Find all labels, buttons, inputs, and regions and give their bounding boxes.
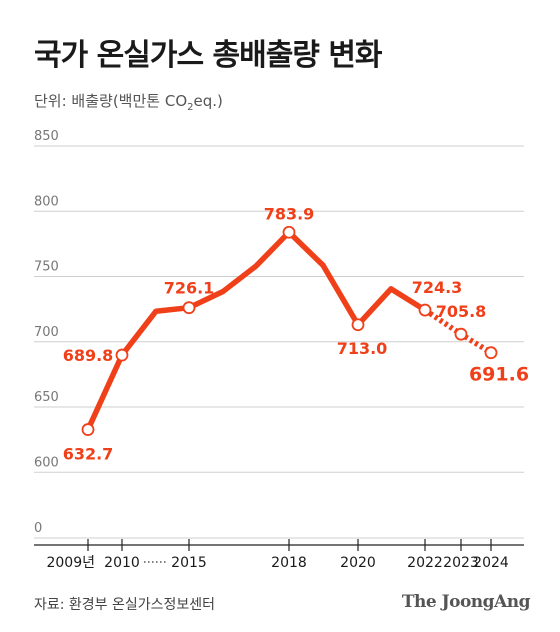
data-label-2022: 724.3 — [412, 278, 463, 297]
data-label-2023: 705.8 — [436, 302, 487, 321]
unit-label: 단위: 배출량(백만톤 CO2eq.) — [34, 90, 223, 113]
point-marker-2018 — [282, 225, 296, 239]
x-tick-label-2020: 2020 — [340, 555, 376, 571]
y-tick-label-0: 0 — [34, 521, 42, 536]
point-marker-2023 — [454, 327, 468, 341]
data-label-2015: 726.1 — [164, 279, 215, 298]
point-marker-2020 — [351, 318, 365, 332]
data-label-2024: 691.6 — [469, 364, 529, 386]
unit-suffix: eq.) — [193, 92, 223, 110]
point-marker-2009 — [81, 423, 95, 436]
x-tick-label-2009: 2009년 — [46, 555, 95, 571]
y-tick-label-600: 600 — [34, 455, 59, 470]
line-layer — [85, 229, 493, 433]
label-layer: 632.7 689.8 726.1 783.9 713.0 724.3 705.8 691.6 — [63, 204, 529, 463]
point-marker-2022 — [418, 303, 432, 317]
x-tick-label-2023: 2023 — [443, 555, 479, 571]
point-marker-2024 — [484, 346, 498, 360]
data-label-2009: 632.7 — [63, 445, 114, 464]
y-tick-label-850: 850 — [34, 129, 59, 144]
marker-layer — [81, 225, 498, 436]
x-tick-label-2024: 2024 — [473, 555, 509, 571]
x-tick-label-2018: 2018 — [271, 555, 307, 571]
publisher-logo: The JoongAng — [401, 592, 531, 612]
point-marker-2010 — [115, 348, 129, 362]
chart-title: 국가 온실가스 총배출량 변화 — [34, 38, 383, 73]
x-tick-label-2015: 2015 — [171, 555, 207, 571]
y-tick-label-750: 750 — [34, 260, 59, 275]
x-tick-label-2022: 2022 — [407, 555, 443, 571]
y-tick-label-800: 800 — [34, 194, 59, 209]
unit-prefix: 단위: 배출량(백만톤 CO — [34, 92, 188, 110]
point-marker-2015 — [182, 301, 196, 315]
source-note: 자료: 환경부 온실가스정보센터 — [34, 597, 216, 613]
grid-layer: 0 600 650 700 750 800 850 — [34, 129, 524, 539]
data-label-2020: 713.0 — [337, 339, 388, 358]
y-tick-label-650: 650 — [34, 390, 59, 405]
x-tick-label-2010: 2010 — [104, 555, 140, 571]
unit-subscript: 2 — [187, 102, 194, 113]
series-line-solid — [85, 229, 428, 433]
data-label-2018: 783.9 — [264, 204, 315, 223]
data-label-2010: 689.8 — [63, 346, 114, 365]
y-tick-label-700: 700 — [34, 325, 59, 340]
